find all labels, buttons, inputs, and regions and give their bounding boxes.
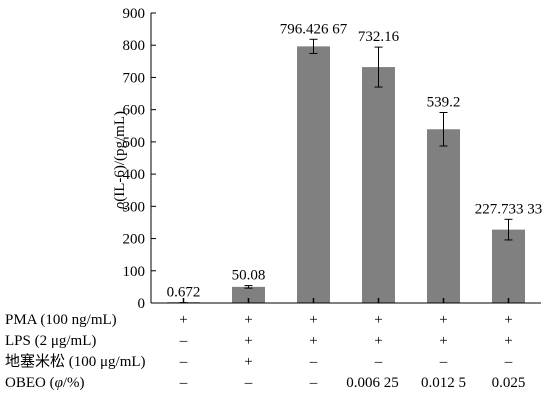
bar-6: [492, 229, 525, 303]
treatment-mark-r4-c2: –: [244, 375, 253, 391]
treatment-table: PMA (100 ng/mL) + + + + + + LPS (2 μg/mL) – + + + + +…: [5, 312, 525, 391]
y-axis-label-text: ρ(IL-6)/(pg/mL): [112, 111, 128, 210]
y-tick-label-200: 200: [123, 232, 146, 248]
treatment-mark-r1-c1: +: [179, 312, 187, 328]
treatment-mark-r1-c2: +: [244, 312, 252, 328]
y-axis-label: ρ(IL-6)/(pg/mL): [112, 111, 128, 210]
treatment-row-label-4: OBEO (φ/%): [5, 375, 85, 391]
y-axis-label-unit: (IL-6)/(pg/mL): [112, 111, 128, 202]
data-label-2: 50.08: [232, 268, 266, 284]
treatment-mark-r3-c5: –: [439, 354, 448, 370]
y-axis-ticks: 0 100 200 300 400 500 600 700 800 900: [123, 6, 156, 312]
data-label-6: 227.733 33: [475, 201, 543, 217]
treatment-mark-r4-c1: –: [179, 375, 188, 391]
data-label-5: 539.2: [427, 95, 461, 111]
treatment-mark-r4-c5: 0.012 5: [421, 375, 466, 391]
y-tick-label-0: 0: [138, 296, 146, 312]
treatment-mark-r1-c4: +: [374, 312, 382, 328]
treatment-mark-r2-c3: +: [309, 333, 317, 349]
treatment-mark-r1-c6: +: [504, 312, 512, 328]
treatment-mark-r1-c3: +: [309, 312, 317, 328]
y-tick-label-400: 400: [123, 167, 146, 183]
treatment-mark-r3-c2: +: [244, 354, 252, 370]
y-tick-label-900: 900: [123, 6, 146, 22]
axes: [150, 13, 541, 304]
treatment-row-label-suffix: /%): [63, 375, 85, 391]
treatment-mark-r3-c6: –: [504, 354, 513, 370]
treatment-mark-r2-c5: +: [439, 333, 447, 349]
treatment-mark-r2-c2: +: [244, 333, 252, 349]
treatment-mark-r2-c6: +: [504, 333, 512, 349]
data-label-4: 732.16: [358, 29, 400, 45]
data-label-3: 796.426 67: [280, 21, 348, 37]
bar-4: [362, 67, 395, 303]
error-bars: [179, 38, 513, 304]
treatment-row-label-1: PMA (100 ng/mL): [5, 312, 117, 328]
treatment-mark-r4-c4: 0.006 25: [346, 375, 399, 391]
y-tick-label-600: 600: [123, 103, 146, 119]
y-axis-label-symbol: ρ: [112, 202, 128, 210]
y-tick-label-500: 500: [123, 135, 146, 151]
y-tick-label-300: 300: [123, 199, 146, 215]
treatment-mark-r3-c4: –: [374, 354, 383, 370]
data-label-1: 0.672: [167, 285, 201, 301]
y-tick-label-700: 700: [123, 70, 146, 86]
treatment-mark-r4-c3: –: [309, 375, 318, 391]
treatment-mark-r2-c4: +: [374, 333, 382, 349]
treatment-mark-r3-c1: –: [179, 354, 188, 370]
treatment-mark-r2-c1: –: [179, 333, 188, 349]
treatment-row-label-2: LPS (2 μg/mL): [5, 333, 96, 349]
data-labels: 0.672 50.08 796.426 67 732.16 539.2 227.733 3…: [167, 21, 543, 300]
treatment-row-label-prefix: OBEO (: [5, 375, 55, 391]
treatment-mark-r4-c6: 0.025: [492, 375, 526, 391]
bar-5: [427, 129, 460, 303]
bar-2: [232, 286, 265, 303]
bar-3: [297, 46, 330, 303]
treatment-mark-r3-c3: –: [309, 354, 318, 370]
treatment-row-label-3: 地塞米松 (100 μg/mL): [5, 352, 146, 370]
y-tick-label-100: 100: [123, 264, 146, 280]
treatment-mark-r1-c5: +: [439, 312, 447, 328]
bars: [167, 46, 525, 303]
y-tick-label-800: 800: [123, 38, 146, 54]
treatment-row-label-symbol: φ: [55, 375, 63, 391]
